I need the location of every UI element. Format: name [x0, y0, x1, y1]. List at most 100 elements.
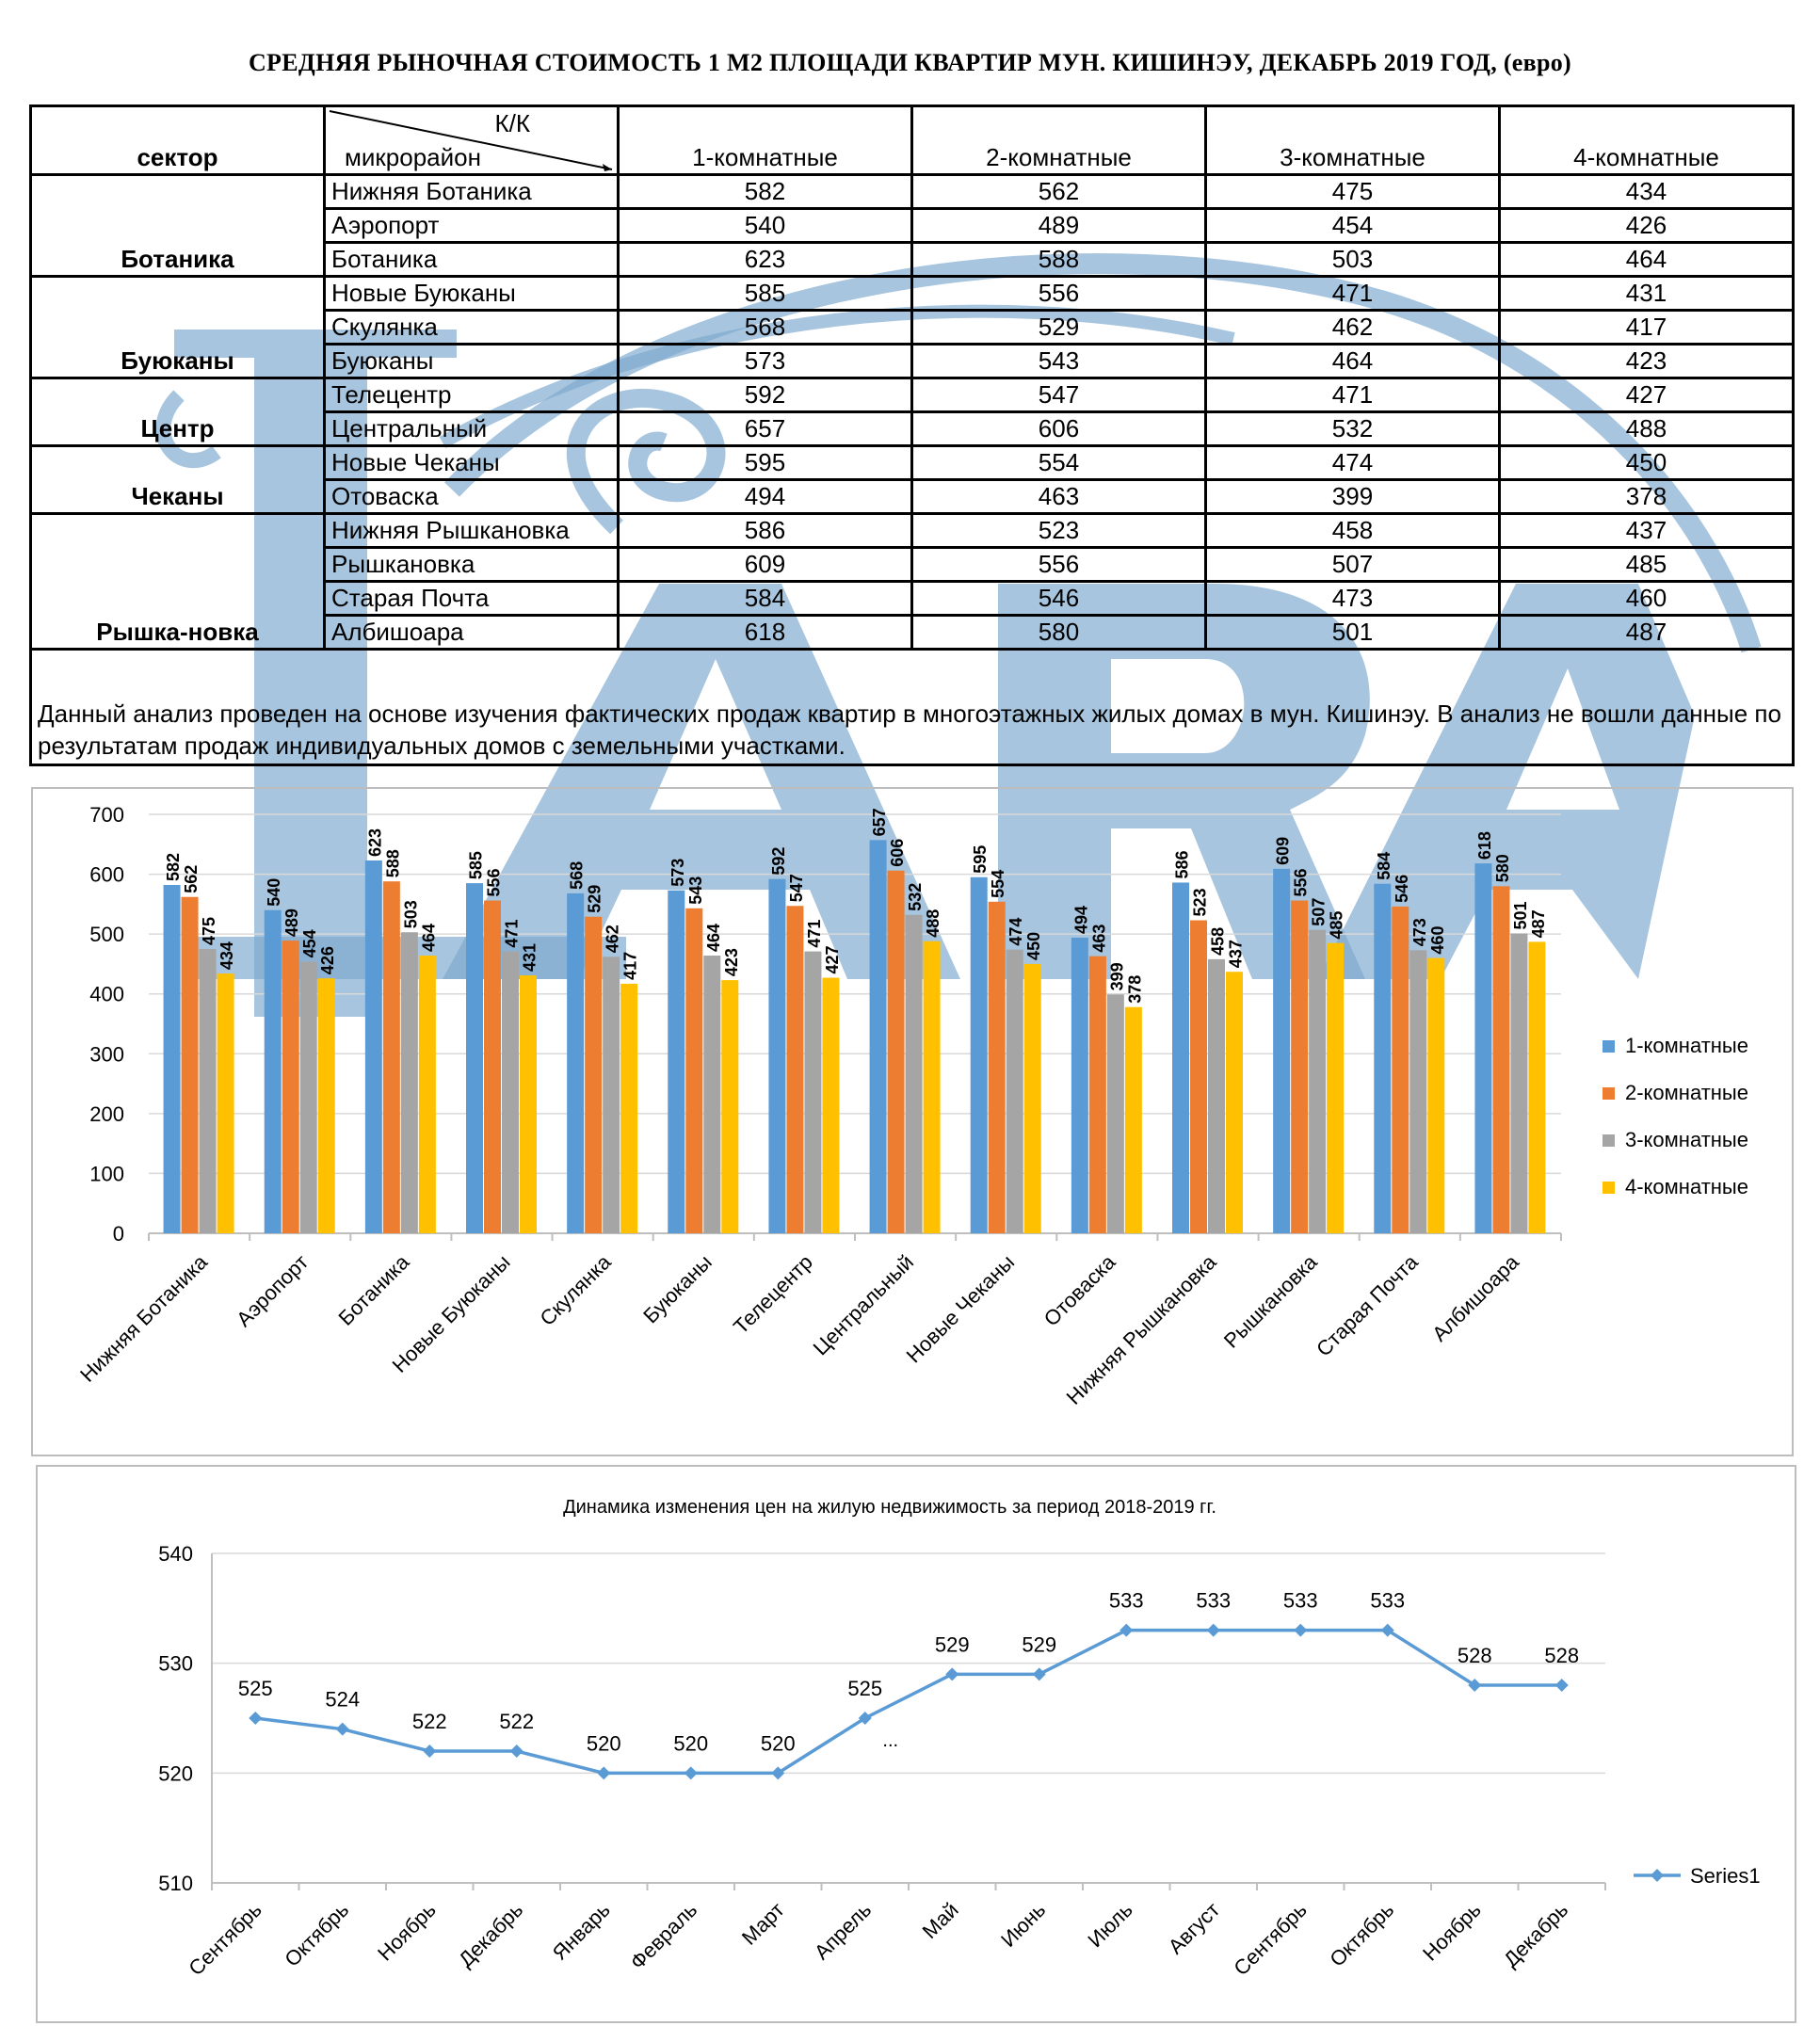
table-row: Чеканы Новые Чеканы 595 554 474 450	[29, 444, 1795, 515]
bar-data-label: 434	[217, 941, 236, 970]
value-cell: 464	[1204, 343, 1501, 379]
bar-data-label: 488	[924, 909, 942, 938]
line-marker	[597, 1766, 611, 1780]
x-category-label: Телецентр	[729, 1250, 817, 1339]
bar	[1528, 941, 1546, 1233]
x-category-label: Март	[737, 1898, 789, 1950]
bar-data-label: 547	[787, 874, 806, 902]
bar-data-label: 657	[870, 808, 889, 836]
bar	[400, 932, 418, 1233]
table-row: Скулянка 568 529 462 417	[31, 309, 1795, 346]
bar	[786, 906, 804, 1233]
bar	[199, 949, 217, 1233]
bar	[1124, 1006, 1142, 1233]
value-cell: 473	[1204, 580, 1501, 617]
value-cell: 584	[617, 580, 913, 617]
point-data-label: 520	[673, 1731, 708, 1755]
value-cell: 399	[1204, 478, 1501, 515]
header-col-4: 4-комнатные	[1498, 105, 1795, 176]
line-marker	[249, 1712, 263, 1725]
legend-label: 4-комнатные	[1625, 1175, 1748, 1198]
bar-data-label: 464	[419, 924, 438, 952]
table-row: Буюканы 573 543 464 423	[31, 343, 1795, 379]
y-tick-label: 510	[158, 1872, 193, 1895]
district-cell: Скулянка	[323, 309, 620, 346]
page-title: СРЕДНЯЯ РЫНОЧНАЯ СТОИМОСТЬ 1 М2 ПЛОЩАДИ …	[248, 49, 1571, 76]
bar-data-label: 618	[1475, 831, 1494, 860]
bar	[970, 876, 988, 1233]
bar-data-label: 426	[318, 946, 337, 974]
value-cell: 488	[1498, 410, 1795, 447]
point-data-label: 529	[1022, 1632, 1056, 1656]
bar-data-label: 540	[265, 878, 283, 907]
bar-data-label: 585	[467, 851, 486, 879]
table-row: Ботаника 623 588 503 464	[31, 241, 1795, 278]
x-category-label: Ботаника	[334, 1249, 414, 1329]
x-category-label: Октябрь	[280, 1898, 353, 1971]
bar	[466, 883, 483, 1233]
table-row: Ботаника Нижняя Ботаника 582 562 475 434	[29, 173, 1795, 278]
bar-data-label: 582	[164, 853, 183, 881]
y-tick-label: 700	[89, 803, 124, 827]
bar-data-label: 494	[1071, 906, 1090, 934]
value-cell: 503	[1204, 241, 1501, 278]
table-note-row: Данный анализ проведен на основе изучени…	[29, 648, 1795, 766]
price-table: сектор К/К микрорайон 1-комнатные 2-комнатны…	[29, 105, 1795, 766]
series-line	[255, 1628, 1562, 1776]
x-category-label: Албишоара	[1427, 1249, 1523, 1345]
point-data-label: 528	[1544, 1644, 1579, 1667]
line-marker	[423, 1745, 437, 1758]
bar	[822, 977, 840, 1233]
point-data-label: 529	[935, 1632, 970, 1656]
bar	[905, 914, 923, 1233]
bar-data-label: 471	[805, 920, 824, 948]
bar	[1172, 882, 1189, 1233]
line-marker	[1119, 1623, 1134, 1637]
table-row: Буюканы Новые Буюканы 585 556 471 431	[29, 275, 1795, 379]
y-tick-label: 400	[89, 983, 124, 1006]
bar-data-label: 473	[1410, 918, 1429, 946]
y-tick-label: 100	[89, 1162, 124, 1185]
x-category-label: Май	[918, 1898, 963, 1943]
bar-data-label: 454	[300, 929, 319, 957]
bar	[217, 973, 234, 1233]
value-cell: 464	[1498, 241, 1795, 278]
bar-data-label: 580	[1493, 854, 1512, 882]
bar	[1291, 900, 1309, 1233]
bar-data-label: 501	[1511, 901, 1530, 929]
bar	[418, 956, 436, 1233]
bar	[1374, 883, 1392, 1233]
bar-data-label: 437	[1227, 940, 1246, 968]
chart-title: Динамика изменения цен на жилую недвижим…	[563, 1497, 1216, 1518]
bar-data-label: 427	[823, 946, 842, 974]
value-cell: 585	[617, 275, 913, 312]
bar-data-label: 399	[1107, 962, 1126, 990]
bar	[1409, 950, 1427, 1233]
bar-data-label: 556	[485, 868, 504, 896]
header-col-2: 2-комнатные	[910, 105, 1207, 176]
bar	[869, 840, 887, 1233]
bar-data-label: 532	[906, 883, 925, 911]
bar-data-label: 606	[888, 839, 907, 867]
bar	[887, 870, 905, 1233]
y-tick-label: 540	[158, 1542, 193, 1566]
bar-data-label: 450	[1024, 932, 1043, 960]
x-category-label: Аэропорт	[232, 1250, 313, 1331]
x-category-label: Отоваска	[1039, 1249, 1120, 1330]
line-marker	[1468, 1679, 1482, 1692]
district-cell: Нижняя Рышкановка	[323, 512, 620, 549]
line-marker	[335, 1722, 349, 1736]
bar	[603, 957, 620, 1233]
bar-data-label: 623	[365, 828, 384, 857]
bar	[1427, 957, 1445, 1233]
bar-data-label: 464	[704, 924, 723, 952]
bar	[382, 881, 400, 1233]
bar-data-label: 458	[1209, 927, 1228, 956]
value-cell: 623	[617, 241, 913, 278]
bar-data-label: 460	[1428, 926, 1447, 955]
bar	[703, 956, 721, 1233]
table-row: Албишоара 618 580 501 487	[31, 614, 1795, 651]
y-tick-label: 530	[158, 1652, 193, 1676]
value-cell: 556	[910, 275, 1207, 312]
